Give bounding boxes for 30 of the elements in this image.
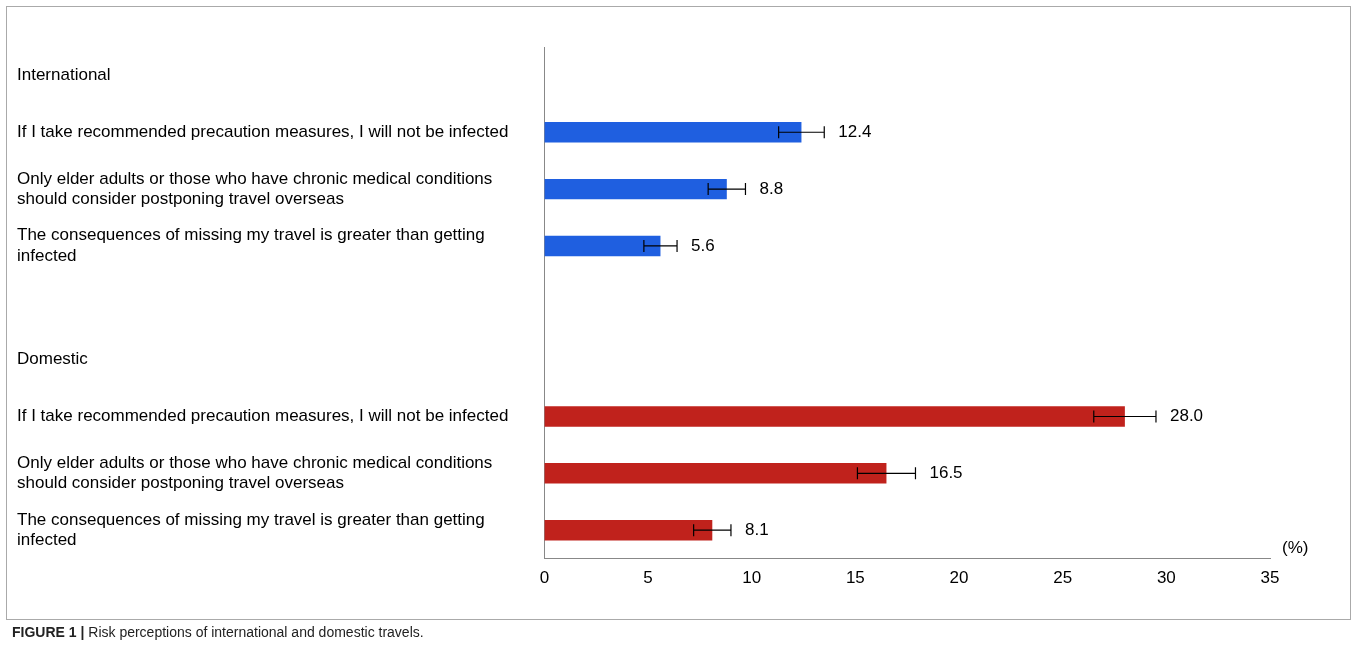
bar: [544, 406, 1125, 427]
y-tick-label: The consequences of missing my travel is greater than getting infected: [17, 225, 485, 265]
y-tick-label: The consequences of missing my travel is greater than getting infected: [17, 509, 485, 550]
caption: FIGURE 1 | Risk perceptions of international and domestic travels.: [12, 624, 424, 640]
data-label: 5.6: [691, 235, 715, 255]
x-tick-label: 35: [1260, 568, 1280, 588]
bar: [544, 519, 713, 541]
x-tick-label: 20: [949, 568, 969, 588]
bar: [544, 122, 802, 143]
x-tick-label: 15: [845, 568, 865, 588]
bar: [544, 463, 887, 484]
y-tick-label: Only elder adults or those who have chronic medical conditions should consider postponing travel overseas: [17, 452, 493, 493]
bar: [544, 178, 727, 200]
bar: [544, 235, 661, 257]
x-tick-label: 10: [742, 568, 762, 588]
data-label: 8.1: [744, 519, 769, 539]
data-label: 16.5: [929, 463, 963, 483]
x-tick-label: 5: [643, 568, 653, 588]
x-tick-label: 30: [1156, 568, 1176, 588]
x-tick-label: 25: [1053, 568, 1073, 588]
y-tick-label: International: [17, 65, 111, 85]
y-tick-label: Domestic: [17, 349, 89, 369]
x-axis-title: (%): [1282, 537, 1309, 557]
y-tick-label: If I take recommended precaution measures, I will not be infected: [17, 406, 509, 426]
y-tick-label: Only elder adults or those who have chronic medical conditions should consider postponing travel overseas: [17, 168, 493, 208]
x-tick-label: 0: [539, 568, 550, 588]
data-label: 12.4: [838, 121, 872, 141]
data-label: 28.0: [1169, 406, 1204, 426]
data-label: 8.8: [759, 178, 784, 198]
y-tick-label: If I take recommended precaution measures, I will not be infected: [17, 121, 509, 141]
